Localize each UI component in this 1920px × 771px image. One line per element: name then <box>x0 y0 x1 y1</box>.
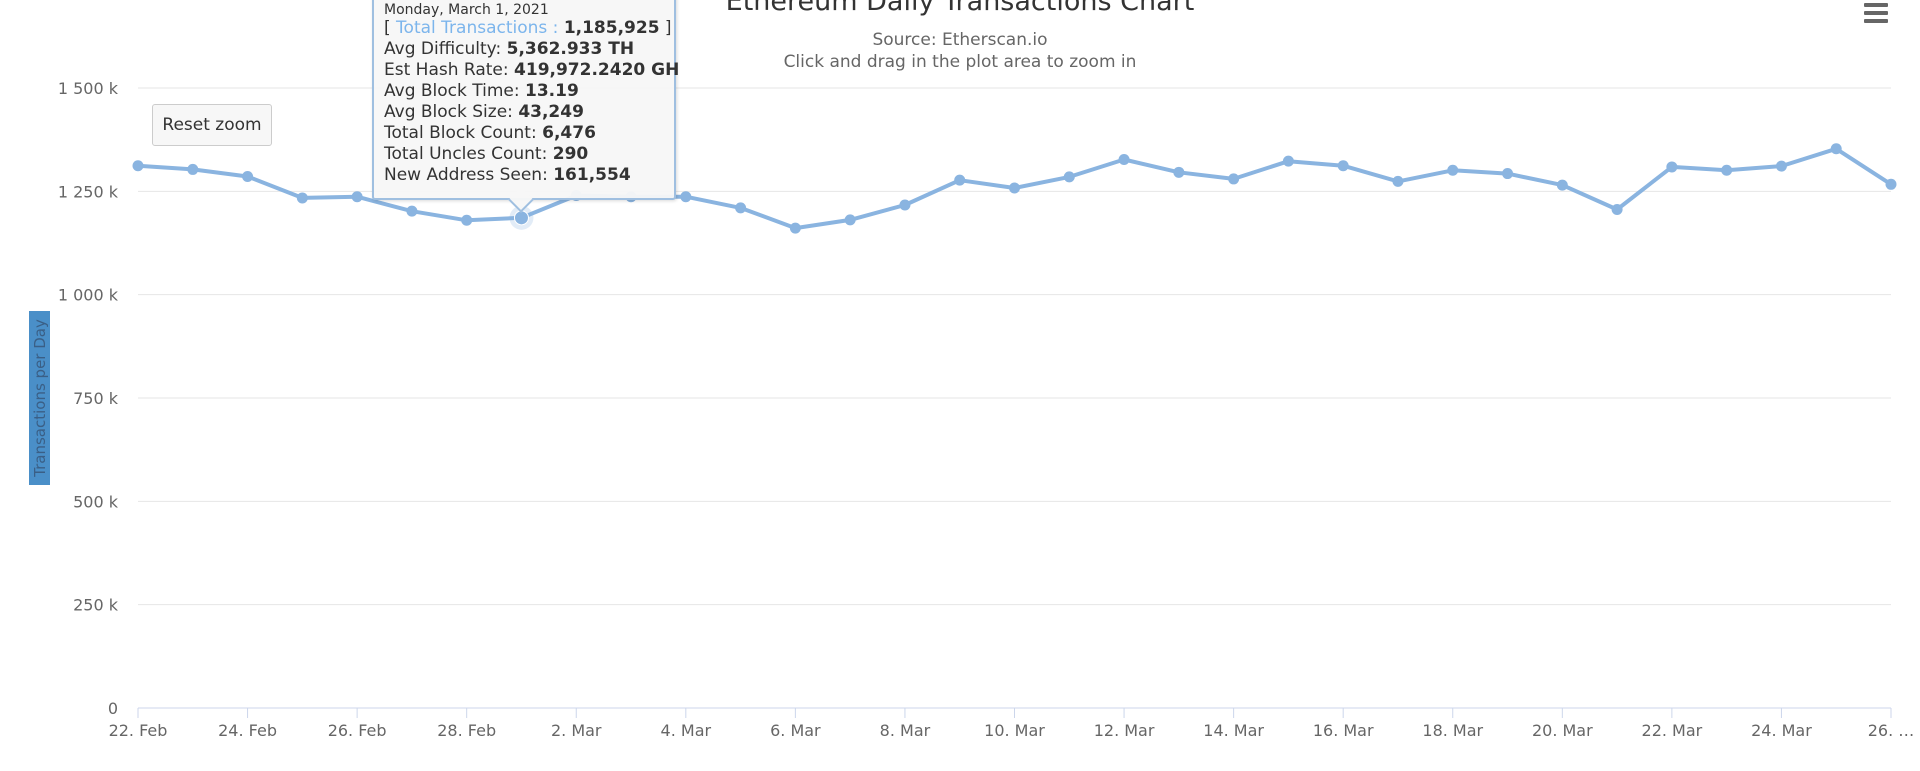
data-point <box>899 199 911 211</box>
tooltip-row-value: 5,362.933 TH <box>506 39 635 59</box>
data-point <box>406 205 418 217</box>
tooltip-series-name: Total Transactions <box>396 18 548 38</box>
data-point <box>1009 182 1020 194</box>
data-point <box>1173 166 1185 178</box>
data-point <box>1502 168 1514 180</box>
zoom-hint: Click and drag in the plot area to zoom … <box>783 52 1137 72</box>
tooltip-row: Total Block Count: 6,476 <box>384 123 596 143</box>
tooltip-row-value: 419,972.2420 GH <box>514 60 680 80</box>
chart-subtitle: Source: Etherscan.io <box>872 30 1048 50</box>
x-tick-label: 24. Mar <box>1751 721 1812 740</box>
tooltip-row-label: New Address Seen <box>384 165 543 185</box>
y-tick-label: 1 000 k <box>58 286 119 305</box>
tooltip-row-value: 6,476 <box>542 123 596 143</box>
x-tick-label: 6. Mar <box>770 721 821 740</box>
x-tick-label: 10. Mar <box>984 721 1045 740</box>
x-tick-label: 22. Feb <box>109 721 168 740</box>
tooltip-row-label: Est Hash Rate <box>384 60 503 80</box>
tooltip-row-value: 290 <box>552 144 589 164</box>
tooltip-row: Total Uncles Count: 290 <box>384 144 589 164</box>
y-tick-label: 1 500 k <box>58 79 119 98</box>
tooltip-row-value: 13.19 <box>525 81 579 101</box>
data-point <box>1885 178 1897 190</box>
tooltip-row-value: 43,249 <box>518 102 584 122</box>
x-tick-label: 16. Mar <box>1313 721 1374 740</box>
tooltip-row: Est Hash Rate: 419,972.2420 GH <box>384 60 680 80</box>
x-tick-label: 24. Feb <box>218 721 277 740</box>
y-tick-label: 750 k <box>73 389 119 408</box>
tooltip-row-label: Avg Block Size <box>384 102 508 122</box>
data-point <box>1228 173 1240 185</box>
x-tick-label: 4. Mar <box>661 721 712 740</box>
data-point <box>1337 160 1349 172</box>
data-point <box>680 191 692 203</box>
tooltip-date: Monday, March 1, 2021 <box>384 2 549 18</box>
tooltip-series-value: 1,185,925 <box>563 18 660 38</box>
tooltip-row-label: Total Uncles Count <box>384 144 542 164</box>
y-tick-label: 1 250 k <box>58 182 119 201</box>
data-tooltip: Monday, March 1, 2021 [ Total Transactio… <box>372 0 680 213</box>
x-tick-label: 12. Mar <box>1094 721 1155 740</box>
data-point <box>1282 155 1294 167</box>
x-tick-label: 20. Mar <box>1532 721 1593 740</box>
tooltip-row-label: Total Block Count <box>384 123 531 143</box>
y-tick-label: 250 k <box>73 596 119 615</box>
data-point <box>296 192 308 204</box>
data-point <box>242 170 254 182</box>
reset-zoom-button[interactable]: Reset zoom <box>152 104 272 146</box>
data-point <box>1392 175 1404 187</box>
x-tick-label: 18. Mar <box>1422 721 1483 740</box>
tooltip-row-label: Avg Difficulty <box>384 39 496 59</box>
tooltip-row-label: Avg Block Time <box>384 81 514 101</box>
data-point <box>1611 204 1623 216</box>
data-point <box>1830 143 1842 155</box>
data-point <box>132 160 144 172</box>
x-tick-label: 14. Mar <box>1203 721 1264 740</box>
data-point <box>789 222 801 234</box>
tooltip-series-row: [ Total Transactions : 1,185,925 ] <box>384 18 672 38</box>
data-point <box>844 214 856 226</box>
data-point-highlighted <box>513 210 529 226</box>
data-point <box>1666 161 1678 173</box>
y-axis-title-box: Transactions per Day <box>29 311 50 485</box>
data-point <box>954 174 966 186</box>
data-point <box>1556 179 1568 191</box>
data-point <box>461 214 473 226</box>
data-point <box>1063 171 1075 183</box>
y-axis-title: Transactions per Day <box>30 319 49 477</box>
data-point <box>1775 160 1787 172</box>
tooltip-row-value: 161,554 <box>553 165 631 185</box>
data-point <box>735 202 747 214</box>
hamburger-menu-icon[interactable] <box>1858 0 1892 30</box>
x-tick-label: 26. … <box>1868 721 1915 740</box>
x-tick-label: 8. Mar <box>880 721 931 740</box>
x-tick-label: 28. Feb <box>437 721 496 740</box>
x-tick-label: 22. Mar <box>1642 721 1703 740</box>
data-point <box>187 163 199 175</box>
tooltip-row: Avg Difficulty: 5,362.933 TH <box>384 39 635 59</box>
chart-title: Ethereum Daily Transactions Chart <box>725 0 1195 17</box>
data-point <box>1118 154 1130 166</box>
y-tick-label: 0 <box>108 699 118 718</box>
data-point <box>351 191 363 203</box>
y-tick-label: 500 k <box>73 492 119 511</box>
tooltip-row: New Address Seen: 161,554 <box>384 165 631 185</box>
tooltip-row: Avg Block Size: 43,249 <box>384 102 584 122</box>
x-tick-label: 26. Feb <box>328 721 387 740</box>
x-tick-label: 2. Mar <box>551 721 602 740</box>
data-point <box>1721 164 1733 176</box>
tooltip-row: Avg Block Time: 13.19 <box>384 81 579 101</box>
data-point <box>1447 164 1459 176</box>
